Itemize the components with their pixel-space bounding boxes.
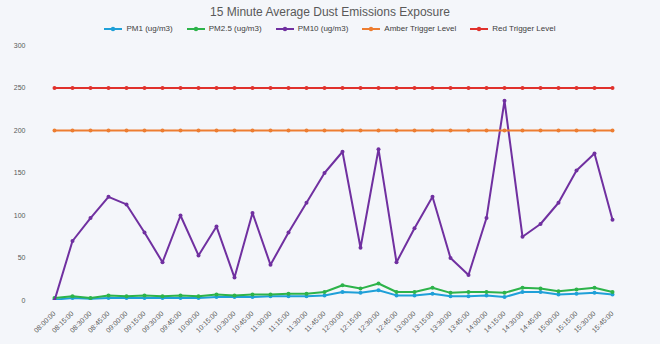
svg-text:08:00:00: 08:00:00 — [32, 309, 57, 334]
svg-text:150: 150 — [14, 169, 26, 176]
svg-text:12:30:00: 12:30:00 — [356, 309, 381, 334]
svg-text:13:15:00: 13:15:00 — [410, 309, 435, 334]
svg-text:15:45:00: 15:45:00 — [591, 310, 615, 334]
svg-text:13:00:00: 13:00:00 — [392, 309, 417, 334]
html-text:PM2.5 (ug/m3): PM2.5 (ug/m3) — [208, 24, 262, 33]
svg-text:09:00:00: 09:00:00 — [104, 309, 129, 334]
svg-text:14:00:00: 14:00:00 — [464, 309, 489, 334]
html-text:Red Trigger Level: Red Trigger Level — [492, 24, 556, 33]
svg-text:14:15:00: 14:15:00 — [482, 309, 507, 334]
html-text:15 Minute Average Dust Emissio: 15 Minute Average Dust Emissions Exposur… — [210, 5, 450, 19]
svg-text:13:45:00: 13:45:00 — [446, 309, 471, 334]
svg-text:200: 200 — [14, 127, 26, 134]
svg-text:09:15:00: 09:15:00 — [122, 309, 147, 334]
svg-text:11:15:00: 11:15:00 — [266, 309, 291, 334]
html-text:PM1 (ug/m3): PM1 (ug/m3) — [126, 24, 173, 33]
html-text:PM10 (ug/m3): PM10 (ug/m3) — [297, 24, 349, 33]
svg-text:12:15:00: 12:15:00 — [338, 309, 363, 334]
svg-text:250: 250 — [14, 84, 26, 91]
svg-text:10:00:00: 10:00:00 — [176, 309, 201, 334]
svg-text:13:30:00: 13:30:00 — [428, 309, 453, 334]
svg-text:50: 50 — [18, 254, 26, 261]
svg-text:15:30:00: 15:30:00 — [572, 309, 597, 334]
svg-text:100: 100 — [14, 212, 26, 219]
svg-text:11:30:00: 11:30:00 — [284, 309, 309, 334]
svg-text:08:45:00: 08:45:00 — [86, 309, 111, 334]
svg-text:300: 300 — [14, 42, 26, 49]
svg-text:10:30:00: 10:30:00 — [212, 309, 237, 334]
svg-text:08:15:00: 08:15:00 — [50, 309, 75, 334]
svg-text:10:45:00: 10:45:00 — [230, 309, 255, 334]
svg-text:11:45:00: 11:45:00 — [302, 309, 327, 334]
svg-text:09:30:00: 09:30:00 — [140, 309, 165, 334]
svg-text:12:45:00: 12:45:00 — [374, 309, 399, 334]
svg-text:14:30:00: 14:30:00 — [500, 309, 525, 334]
svg-text:11:00:00: 11:00:00 — [248, 309, 273, 334]
svg-text:0: 0 — [22, 297, 26, 304]
html-text:Amber Trigger Level: Amber Trigger Level — [384, 24, 457, 33]
svg-text:15:00:00: 15:00:00 — [536, 309, 561, 334]
svg-text:08:30:00: 08:30:00 — [68, 309, 93, 334]
svg-text:14:45:00: 14:45:00 — [518, 309, 543, 334]
svg-text:12:00:00: 12:00:00 — [320, 309, 345, 334]
svg-text:15:15:00: 15:15:00 — [554, 309, 579, 334]
svg-text:10:15:00: 10:15:00 — [194, 309, 219, 334]
svg-text:09:45:00: 09:45:00 — [158, 309, 183, 334]
